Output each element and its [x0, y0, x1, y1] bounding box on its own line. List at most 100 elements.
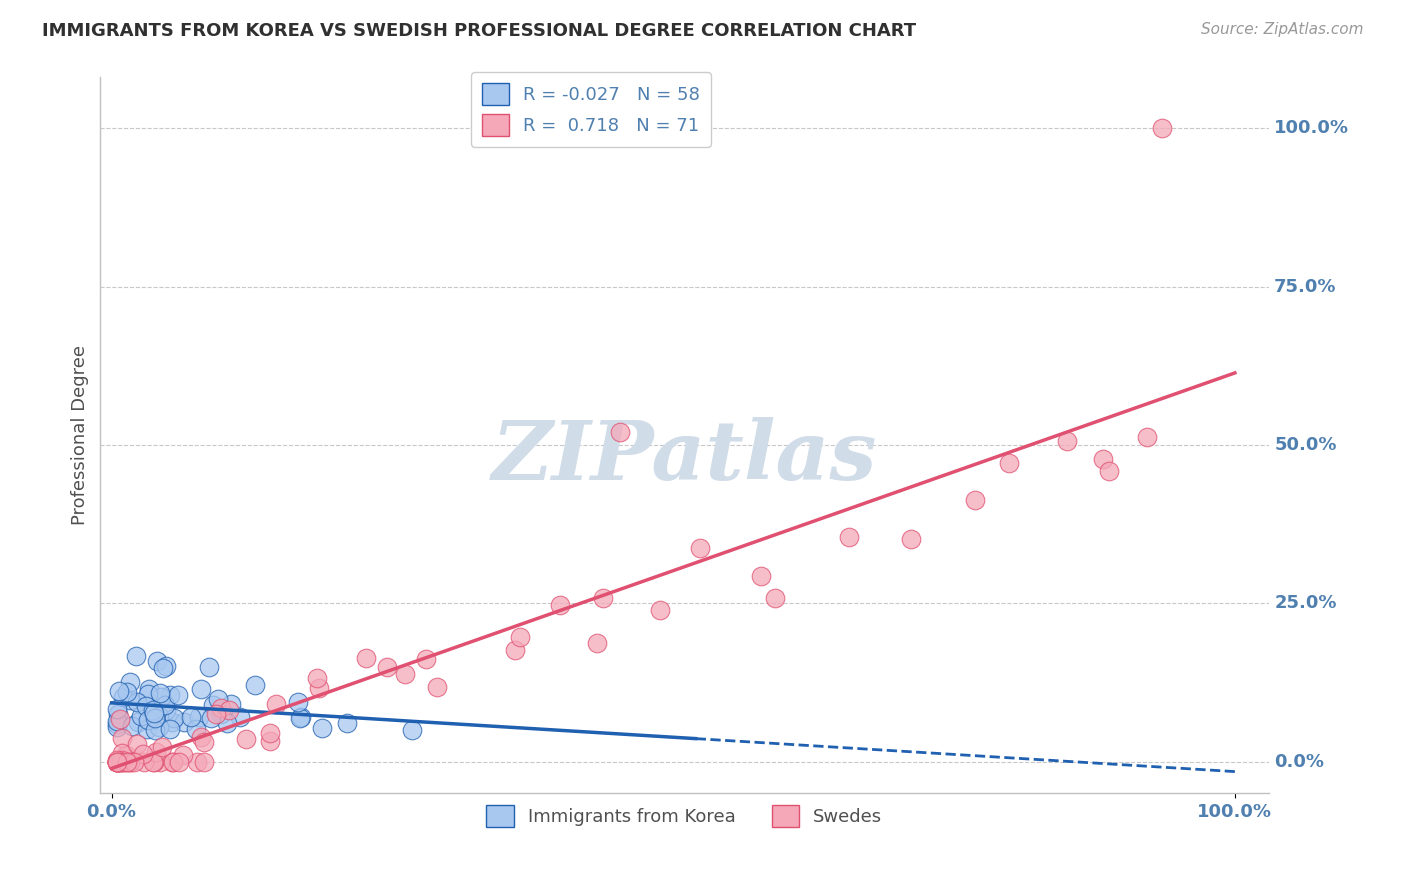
Point	[193, 755, 215, 769]
Point	[111, 731, 134, 745]
Point	[120, 755, 142, 769]
Point	[609, 425, 631, 440]
Point	[115, 755, 138, 769]
Point	[207, 692, 229, 706]
Point	[105, 755, 128, 769]
Point	[110, 755, 132, 769]
Point	[112, 755, 135, 769]
Point	[125, 648, 148, 663]
Legend: Immigrants from Korea, Swedes: Immigrants from Korea, Swedes	[479, 798, 890, 834]
Point	[129, 709, 152, 723]
Point	[287, 695, 309, 709]
Point	[142, 706, 165, 720]
Point	[136, 688, 159, 702]
Point	[394, 667, 416, 681]
Point	[167, 755, 190, 769]
Point	[200, 711, 222, 725]
Point	[218, 702, 240, 716]
Point	[152, 661, 174, 675]
Point	[648, 602, 671, 616]
Point	[105, 755, 128, 769]
Point	[235, 731, 257, 746]
Text: 100.0%: 100.0%	[1274, 120, 1350, 137]
Point	[763, 591, 786, 606]
Point	[290, 710, 312, 724]
Point	[963, 493, 986, 508]
Point	[118, 755, 141, 769]
Point	[426, 680, 449, 694]
Point	[305, 671, 328, 685]
Point	[105, 755, 128, 769]
Point	[751, 569, 773, 583]
Point	[219, 698, 242, 712]
Point	[148, 720, 170, 734]
Point	[585, 636, 607, 650]
Point	[153, 698, 176, 713]
Point	[159, 688, 181, 702]
Point	[132, 747, 155, 762]
Point	[311, 721, 333, 735]
Point	[108, 684, 131, 698]
Point	[201, 698, 224, 712]
Point	[105, 753, 128, 767]
Point	[122, 755, 145, 769]
Point	[150, 690, 173, 704]
Point	[401, 723, 423, 738]
Point	[138, 682, 160, 697]
Point	[180, 709, 202, 723]
Point	[108, 713, 131, 727]
Point	[155, 659, 177, 673]
Point	[160, 755, 183, 769]
Point	[142, 703, 165, 717]
Point	[155, 703, 177, 717]
Point	[205, 706, 228, 721]
Point	[193, 735, 215, 749]
Point	[900, 532, 922, 546]
Text: 50.0%: 50.0%	[1274, 436, 1337, 454]
Text: 75.0%: 75.0%	[1274, 277, 1337, 295]
Point	[111, 746, 134, 760]
Point	[142, 755, 165, 769]
Point	[354, 651, 377, 665]
Point	[135, 699, 157, 714]
Point	[111, 690, 134, 704]
Point	[114, 748, 136, 763]
Point	[111, 755, 134, 769]
Point	[120, 693, 142, 707]
Point	[228, 709, 250, 723]
Point	[143, 723, 166, 737]
Point	[162, 715, 184, 730]
Point	[148, 708, 170, 723]
Point	[134, 755, 156, 769]
Point	[107, 706, 129, 721]
Point	[1152, 121, 1174, 136]
Point	[150, 740, 173, 755]
Point	[118, 674, 141, 689]
Point	[308, 681, 330, 695]
Point	[149, 686, 172, 700]
Point	[125, 695, 148, 709]
Point	[173, 714, 195, 729]
Point	[121, 719, 143, 733]
Point	[1098, 464, 1121, 478]
Point	[197, 660, 219, 674]
Point	[143, 755, 166, 769]
Point	[1091, 452, 1114, 467]
Point	[190, 681, 212, 696]
Point	[1056, 434, 1078, 449]
Y-axis label: Professional Degree: Professional Degree	[72, 345, 89, 525]
Point	[503, 643, 526, 657]
Point	[146, 654, 169, 668]
Point	[288, 711, 311, 725]
Point	[115, 685, 138, 699]
Point	[184, 722, 207, 736]
Point	[127, 714, 149, 729]
Point	[108, 755, 131, 769]
Point	[105, 714, 128, 728]
Point	[259, 733, 281, 747]
Point	[115, 755, 138, 769]
Point	[136, 714, 159, 728]
Point	[215, 716, 238, 731]
Point	[105, 702, 128, 716]
Point	[105, 755, 128, 769]
